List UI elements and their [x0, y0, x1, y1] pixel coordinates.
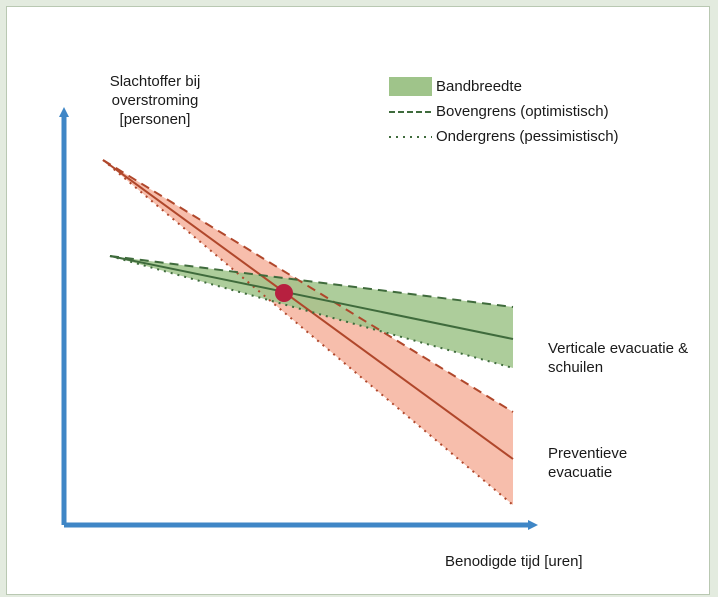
legend-band-swatch — [389, 77, 432, 96]
vertical-main-line — [109, 255, 514, 340]
y-axis-label: Slachtoffer bij overstroming [personen] — [109, 73, 201, 128]
preventive-lower-line — [102, 159, 514, 506]
legend-upper-label: Bovengrens (optimistisch) — [436, 103, 609, 120]
preventive-evacuation-label: Preventieve evacuatie — [548, 445, 628, 481]
x-axis-label: Benodigde tijd [uren] — [445, 553, 583, 570]
legend-lower-label: Ondergrens (pessimistisch) — [436, 128, 619, 145]
vertical-evacuation-label: Verticale evacuatie & schuilen — [548, 340, 689, 376]
preventive-main-line — [102, 159, 514, 460]
legend-band-label: Bandbreedte — [436, 78, 522, 95]
intersection-point — [275, 284, 293, 302]
vertical-upper-line — [109, 255, 514, 308]
preventive-upper-line — [102, 159, 514, 413]
